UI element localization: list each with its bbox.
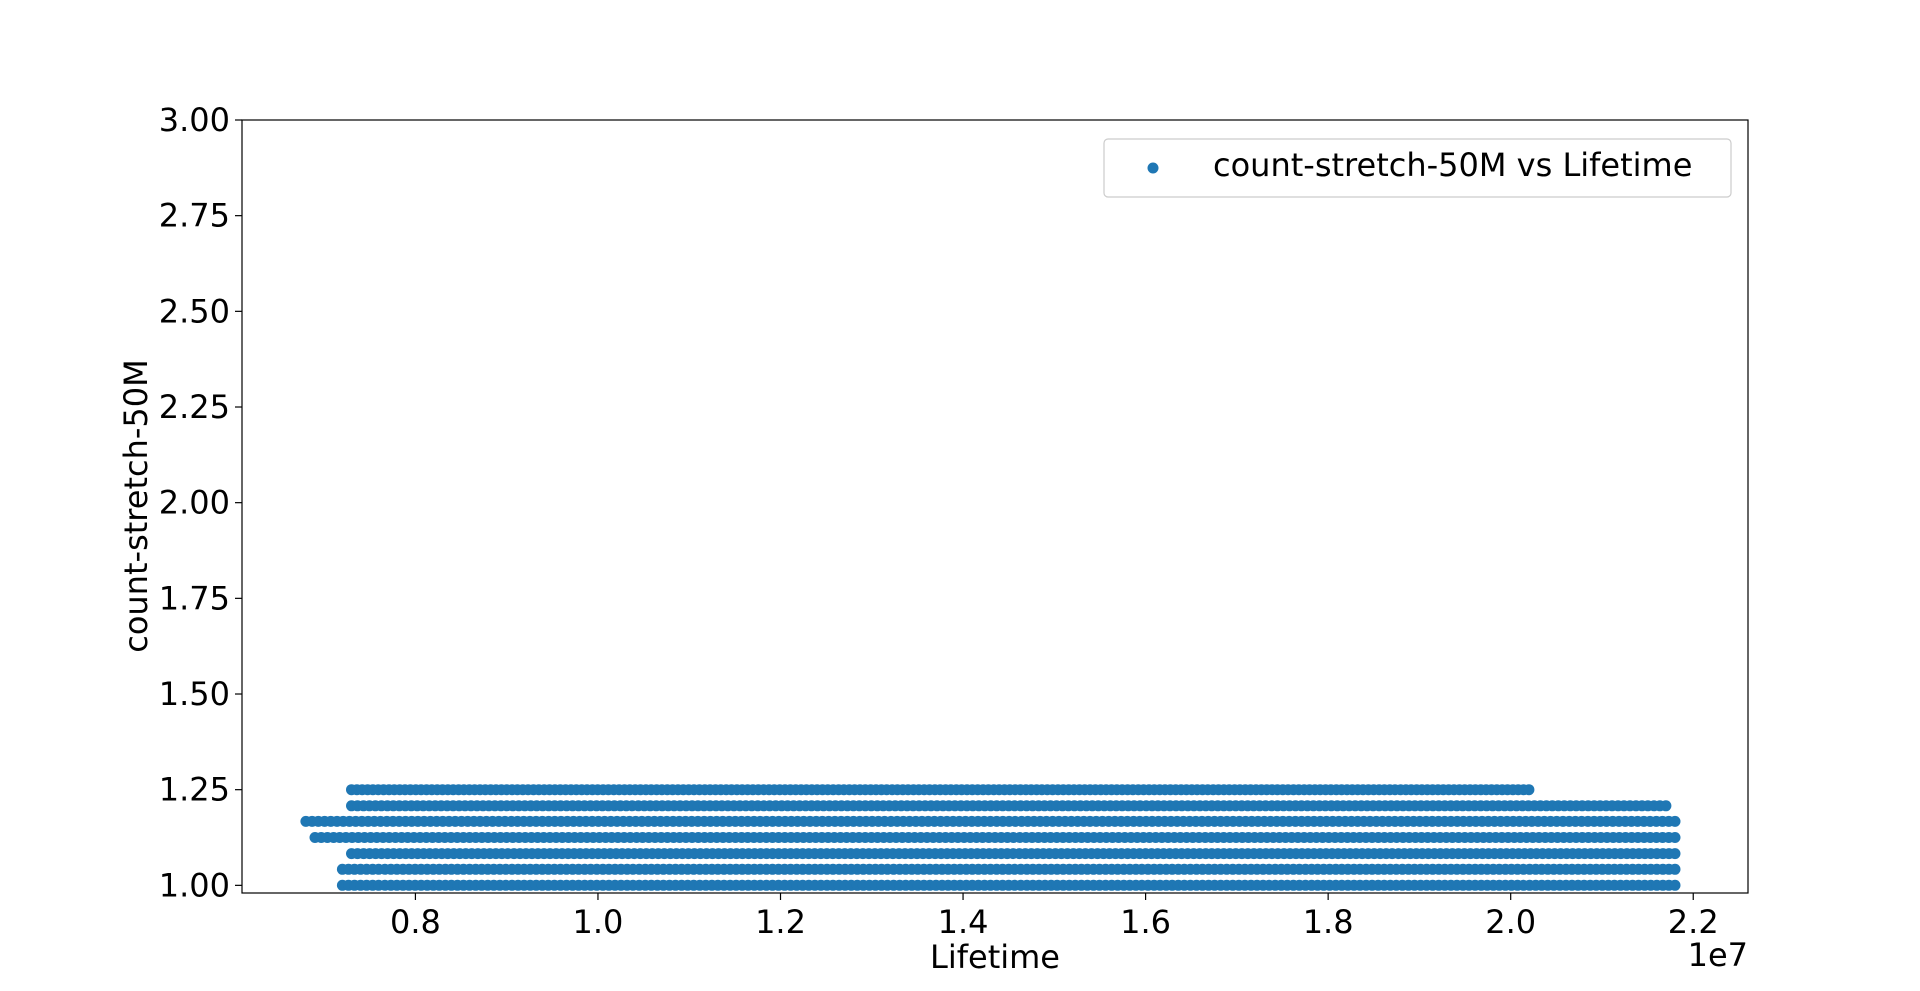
- data-points: [300, 784, 1681, 891]
- data-point: [1669, 848, 1681, 860]
- x-tick-label: 2.0: [1485, 903, 1536, 941]
- y-tick-label: 3.00: [159, 101, 230, 139]
- y-axis-label: count-stretch-50M: [117, 359, 155, 652]
- legend: count-stretch-50M vs Lifetime: [1103, 138, 1732, 198]
- x-tick-label: 0.8: [390, 903, 441, 941]
- x-axis: 0.8 1.0 1.2 1.4 1.6 1.8 2.0 2.2: [390, 893, 1719, 941]
- data-point: [1660, 800, 1672, 812]
- x-tick-label: 1.0: [573, 903, 624, 941]
- y-tick-label: 2.00: [159, 484, 230, 522]
- plot-frame: [241, 119, 1749, 894]
- legend-label: count-stretch-50M vs Lifetime: [1213, 146, 1692, 184]
- legend-marker: [1147, 162, 1159, 174]
- x-axis-label: Lifetime: [930, 938, 1060, 976]
- x-tick-label: 2.2: [1668, 903, 1719, 941]
- x-tick-label: 1.8: [1303, 903, 1354, 941]
- y-tick-label: 2.50: [159, 292, 230, 330]
- data-point: [1523, 784, 1535, 796]
- y-tick-label: 1.00: [159, 866, 230, 904]
- data-point: [1669, 879, 1681, 891]
- x-tick-label: 1.4: [938, 903, 989, 941]
- y-tick-label: 2.25: [159, 388, 230, 426]
- x-tick-label: 1.6: [1120, 903, 1171, 941]
- x-axis-offset-label: 1e7: [1688, 936, 1748, 974]
- y-axis: 1.00 1.25 1.50 1.75 2.00 2.25 2.50 2.75 3.00: [159, 101, 242, 904]
- y-tick-label: 2.75: [159, 197, 230, 235]
- legend-frame: [1103, 138, 1732, 198]
- data-point: [1669, 863, 1681, 875]
- data-point: [1669, 815, 1681, 827]
- x-tick-label: 1.2: [755, 903, 806, 941]
- plot-area: [241, 119, 1749, 894]
- y-tick-label: 1.75: [159, 579, 230, 617]
- y-tick-label: 1.50: [159, 675, 230, 713]
- data-point: [1669, 832, 1681, 843]
- y-tick-label: 1.25: [159, 771, 230, 809]
